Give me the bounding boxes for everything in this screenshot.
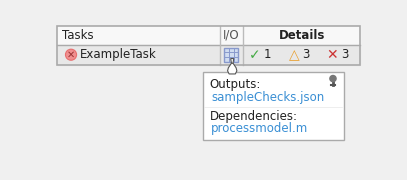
Text: Tasks: Tasks bbox=[62, 29, 93, 42]
Polygon shape bbox=[231, 58, 234, 63]
Text: 3: 3 bbox=[341, 48, 349, 61]
Circle shape bbox=[330, 75, 336, 82]
Text: ✕: ✕ bbox=[67, 50, 75, 60]
Text: I/O: I/O bbox=[223, 29, 240, 42]
Text: sampleChecks.json: sampleChecks.json bbox=[211, 91, 324, 104]
Text: Details: Details bbox=[278, 29, 325, 42]
Text: ✕: ✕ bbox=[327, 48, 338, 62]
Text: processmodel.m: processmodel.m bbox=[211, 122, 309, 135]
Text: △: △ bbox=[289, 48, 299, 62]
Text: 1: 1 bbox=[263, 48, 271, 61]
Text: Outputs:: Outputs: bbox=[210, 78, 261, 91]
Circle shape bbox=[67, 50, 75, 59]
Text: Dependencies:: Dependencies: bbox=[210, 110, 298, 123]
Bar bbox=[57, 26, 360, 65]
Bar bbox=[203, 72, 344, 140]
Polygon shape bbox=[228, 63, 237, 74]
Circle shape bbox=[66, 49, 77, 60]
Text: 3: 3 bbox=[302, 48, 310, 61]
Text: ✓: ✓ bbox=[249, 48, 260, 62]
Bar bbox=[57, 26, 360, 45]
Text: ExampleTask: ExampleTask bbox=[80, 48, 157, 61]
Bar bbox=[225, 48, 239, 62]
Bar bbox=[57, 45, 360, 65]
